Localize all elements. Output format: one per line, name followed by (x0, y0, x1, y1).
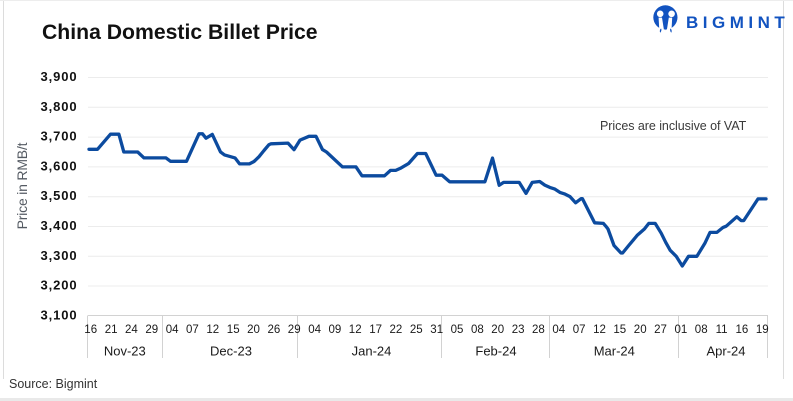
svg-text:07: 07 (186, 324, 199, 336)
svg-text:23: 23 (512, 324, 525, 336)
svg-text:Jan-24: Jan-24 (352, 344, 392, 359)
svg-text:29: 29 (288, 324, 301, 336)
svg-text:15: 15 (227, 324, 240, 336)
svg-text:24: 24 (125, 324, 138, 336)
svg-text:04: 04 (308, 324, 321, 336)
svg-text:3,700: 3,700 (40, 129, 77, 144)
svg-text:Apr-24: Apr-24 (706, 344, 745, 359)
svg-text:29: 29 (145, 324, 158, 336)
svg-text:21: 21 (105, 324, 118, 336)
svg-text:Dec-23: Dec-23 (210, 344, 252, 359)
svg-text:28: 28 (532, 324, 545, 336)
svg-text:04: 04 (166, 324, 179, 336)
svg-text:05: 05 (451, 324, 464, 336)
svg-text:31: 31 (430, 324, 443, 336)
svg-text:12: 12 (349, 324, 362, 336)
svg-text:07: 07 (573, 324, 586, 336)
svg-text:19: 19 (756, 324, 769, 336)
svg-text:08: 08 (695, 324, 708, 336)
svg-text:04: 04 (552, 324, 565, 336)
svg-text:22: 22 (390, 324, 403, 336)
svg-text:3,100: 3,100 (40, 307, 77, 322)
svg-text:20: 20 (634, 324, 647, 336)
svg-text:3,900: 3,900 (40, 69, 77, 84)
svg-text:20: 20 (491, 324, 504, 336)
svg-text:17: 17 (369, 324, 382, 336)
svg-text:3,200: 3,200 (40, 278, 77, 293)
svg-text:27: 27 (654, 324, 667, 336)
svg-text:Feb-24: Feb-24 (475, 344, 516, 359)
svg-text:3,800: 3,800 (40, 99, 77, 114)
svg-text:12: 12 (593, 324, 606, 336)
svg-text:16: 16 (736, 324, 749, 336)
svg-text:3,300: 3,300 (40, 248, 77, 263)
svg-text:09: 09 (329, 324, 342, 336)
svg-text:15: 15 (613, 324, 626, 336)
svg-text:16: 16 (84, 324, 97, 336)
svg-text:Nov-23: Nov-23 (104, 344, 146, 359)
svg-text:26: 26 (268, 324, 281, 336)
svg-text:25: 25 (410, 324, 423, 336)
svg-text:01: 01 (675, 324, 688, 336)
svg-text:3,600: 3,600 (40, 158, 77, 173)
svg-text:11: 11 (716, 324, 728, 336)
svg-text:08: 08 (471, 324, 484, 336)
svg-text:3,500: 3,500 (40, 188, 77, 203)
svg-text:20: 20 (247, 324, 260, 336)
svg-text:Mar-24: Mar-24 (594, 344, 635, 359)
svg-text:12: 12 (206, 324, 219, 336)
svg-text:3,400: 3,400 (40, 218, 77, 233)
